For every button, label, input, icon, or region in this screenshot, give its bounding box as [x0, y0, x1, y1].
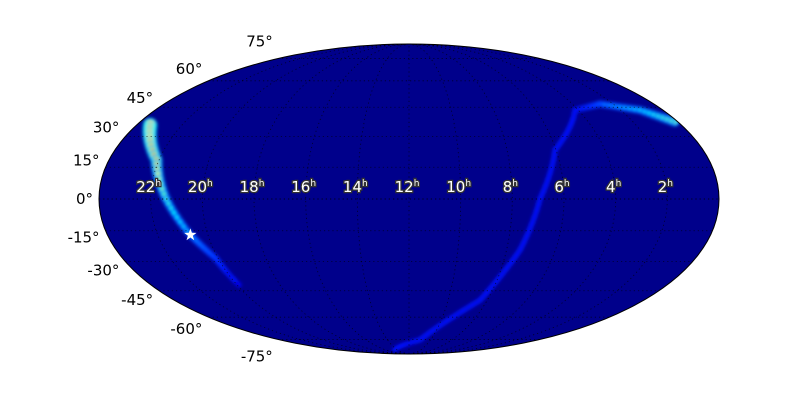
probability-heatmap — [142, 100, 680, 353]
dec-tick-label: 0° — [76, 190, 93, 208]
graticule — [99, 44, 719, 354]
ra-gridline — [150, 44, 410, 354]
ra-tick-label: 22h — [136, 178, 161, 196]
probability-segment — [234, 280, 241, 286]
dec-tick-label: -15° — [68, 229, 100, 247]
ra-tick-label: 18h — [240, 178, 265, 196]
sky-background — [99, 44, 719, 354]
ra-tick-label: 12h — [395, 178, 420, 196]
ra-tick-label: 14h — [343, 178, 368, 196]
markers — [184, 228, 197, 241]
ra-gridline — [408, 44, 668, 354]
ra-tick-label: 6h — [554, 178, 569, 196]
ra-tick-label: 8h — [503, 178, 518, 196]
ra-tick-label: 20h — [188, 178, 213, 196]
dec-tick-label: 60° — [176, 60, 203, 78]
dec-tick-label: -45° — [121, 291, 153, 309]
star-marker — [184, 228, 197, 241]
ra-tick-label: 10h — [446, 178, 471, 196]
ra-tick-label: 16h — [291, 178, 316, 196]
dec-tick-label: 75° — [246, 33, 273, 51]
dec-tick-label: 30° — [93, 118, 120, 136]
dec-tick-label: 15° — [73, 151, 100, 169]
dec-tick-labels: 75° 60° 45° 30° 15° 0° -15° -30°-45° -60° -75° — [68, 33, 273, 366]
dec-tick-label: -30° — [87, 262, 119, 280]
ra-gridline — [356, 44, 410, 354]
sky-border — [98, 43, 720, 355]
dec-tick-label: -75° — [241, 347, 273, 365]
dec-tick-label: 45° — [127, 89, 154, 107]
ra-tick-label: 2h — [658, 178, 673, 196]
ra-gridline — [408, 44, 462, 354]
dec-tick-label: -60° — [170, 320, 202, 338]
ra-tick-label: 4h — [606, 178, 621, 196]
ra-tick-labels: 22h 20h 18h 16h 14h 12h 10h 8h 6h 4h 2h — [135, 177, 674, 198]
probability-segment — [392, 346, 399, 353]
